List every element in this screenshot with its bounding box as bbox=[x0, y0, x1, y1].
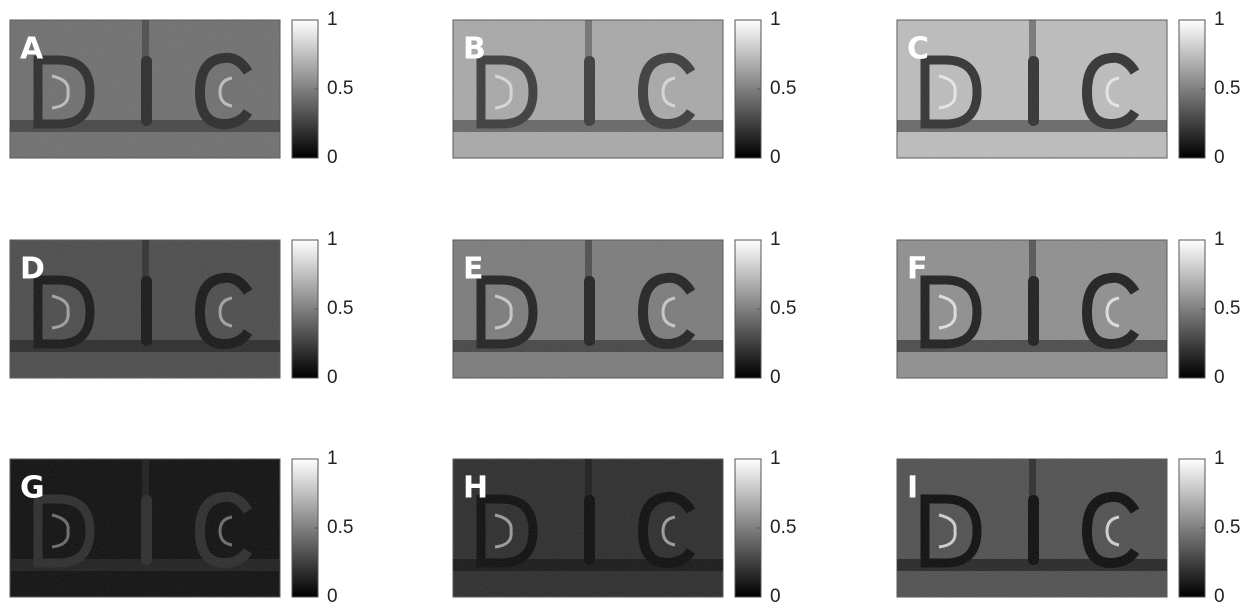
colorbar bbox=[291, 19, 319, 159]
colorbar-tick-label: 0 bbox=[1214, 367, 1225, 388]
colorbar-tick-label: 1 bbox=[327, 229, 338, 250]
image-grain bbox=[453, 240, 723, 378]
colorbar-tick-label: 0 bbox=[770, 586, 781, 605]
panel: I bbox=[896, 458, 1168, 598]
image-grain bbox=[897, 240, 1167, 378]
colorbar-tick-label: 1 bbox=[327, 448, 338, 469]
panel-label: I bbox=[907, 471, 918, 506]
image-grain bbox=[10, 459, 280, 597]
colorbar-tick-label: 0.5 bbox=[770, 517, 796, 538]
image-grain bbox=[453, 20, 723, 158]
colorbar-tick-label: 0.5 bbox=[327, 298, 353, 319]
colorbar-tick-label: 0 bbox=[1214, 147, 1225, 168]
panel: H bbox=[452, 458, 724, 598]
colorbar-tick-label: 1 bbox=[770, 448, 781, 469]
panel-label: H bbox=[463, 471, 488, 506]
panel-label: G bbox=[20, 471, 45, 506]
colorbar bbox=[1178, 239, 1206, 379]
colorbar bbox=[1178, 458, 1206, 598]
panel: E bbox=[452, 239, 724, 379]
panel: A bbox=[9, 19, 281, 159]
panel: F bbox=[896, 239, 1168, 379]
colorbar-tick-label: 0.5 bbox=[327, 78, 353, 99]
colorbar-tick-label: 0.5 bbox=[770, 78, 796, 99]
colorbar bbox=[291, 239, 319, 379]
panel-label: B bbox=[463, 32, 486, 67]
colorbar-tick-label: 0.5 bbox=[1214, 78, 1240, 99]
colorbar-tick-label: 1 bbox=[1214, 9, 1225, 30]
colorbar-tick-label: 0 bbox=[327, 586, 338, 605]
panel: B bbox=[452, 19, 724, 159]
colorbar-tick-label: 1 bbox=[1214, 229, 1225, 250]
colorbar-tick-label: 0.5 bbox=[1214, 517, 1240, 538]
colorbar-tick-label: 0 bbox=[327, 367, 338, 388]
colorbar-tick-label: 1 bbox=[1214, 448, 1225, 469]
panel: D bbox=[9, 239, 281, 379]
panel-label: D bbox=[20, 252, 45, 287]
colorbar-tick-label: 1 bbox=[770, 229, 781, 250]
image-grain bbox=[10, 20, 280, 158]
image-grain bbox=[453, 459, 723, 597]
colorbar bbox=[1178, 19, 1206, 159]
image-grain bbox=[10, 240, 280, 378]
panel-label: A bbox=[20, 32, 44, 67]
panel-label: C bbox=[907, 32, 929, 67]
colorbar-tick-label: 1 bbox=[770, 9, 781, 30]
colorbar-tick-label: 0 bbox=[1214, 586, 1225, 605]
colorbar-tick-label: 0.5 bbox=[1214, 298, 1240, 319]
colorbar-tick-label: 0 bbox=[770, 367, 781, 388]
panel-label: F bbox=[907, 252, 928, 287]
colorbar-tick-label: 0.5 bbox=[327, 517, 353, 538]
colorbar-tick-label: 0.5 bbox=[770, 298, 796, 319]
colorbar-tick-label: 0 bbox=[770, 147, 781, 168]
panel: G bbox=[9, 458, 281, 598]
colorbar-tick-label: 0 bbox=[327, 147, 338, 168]
image-grain bbox=[897, 459, 1167, 597]
colorbar bbox=[734, 458, 762, 598]
panel: C bbox=[896, 19, 1168, 159]
panel-label: E bbox=[463, 252, 484, 287]
colorbar-tick-label: 1 bbox=[327, 9, 338, 30]
colorbar bbox=[734, 239, 762, 379]
image-grain bbox=[897, 20, 1167, 158]
